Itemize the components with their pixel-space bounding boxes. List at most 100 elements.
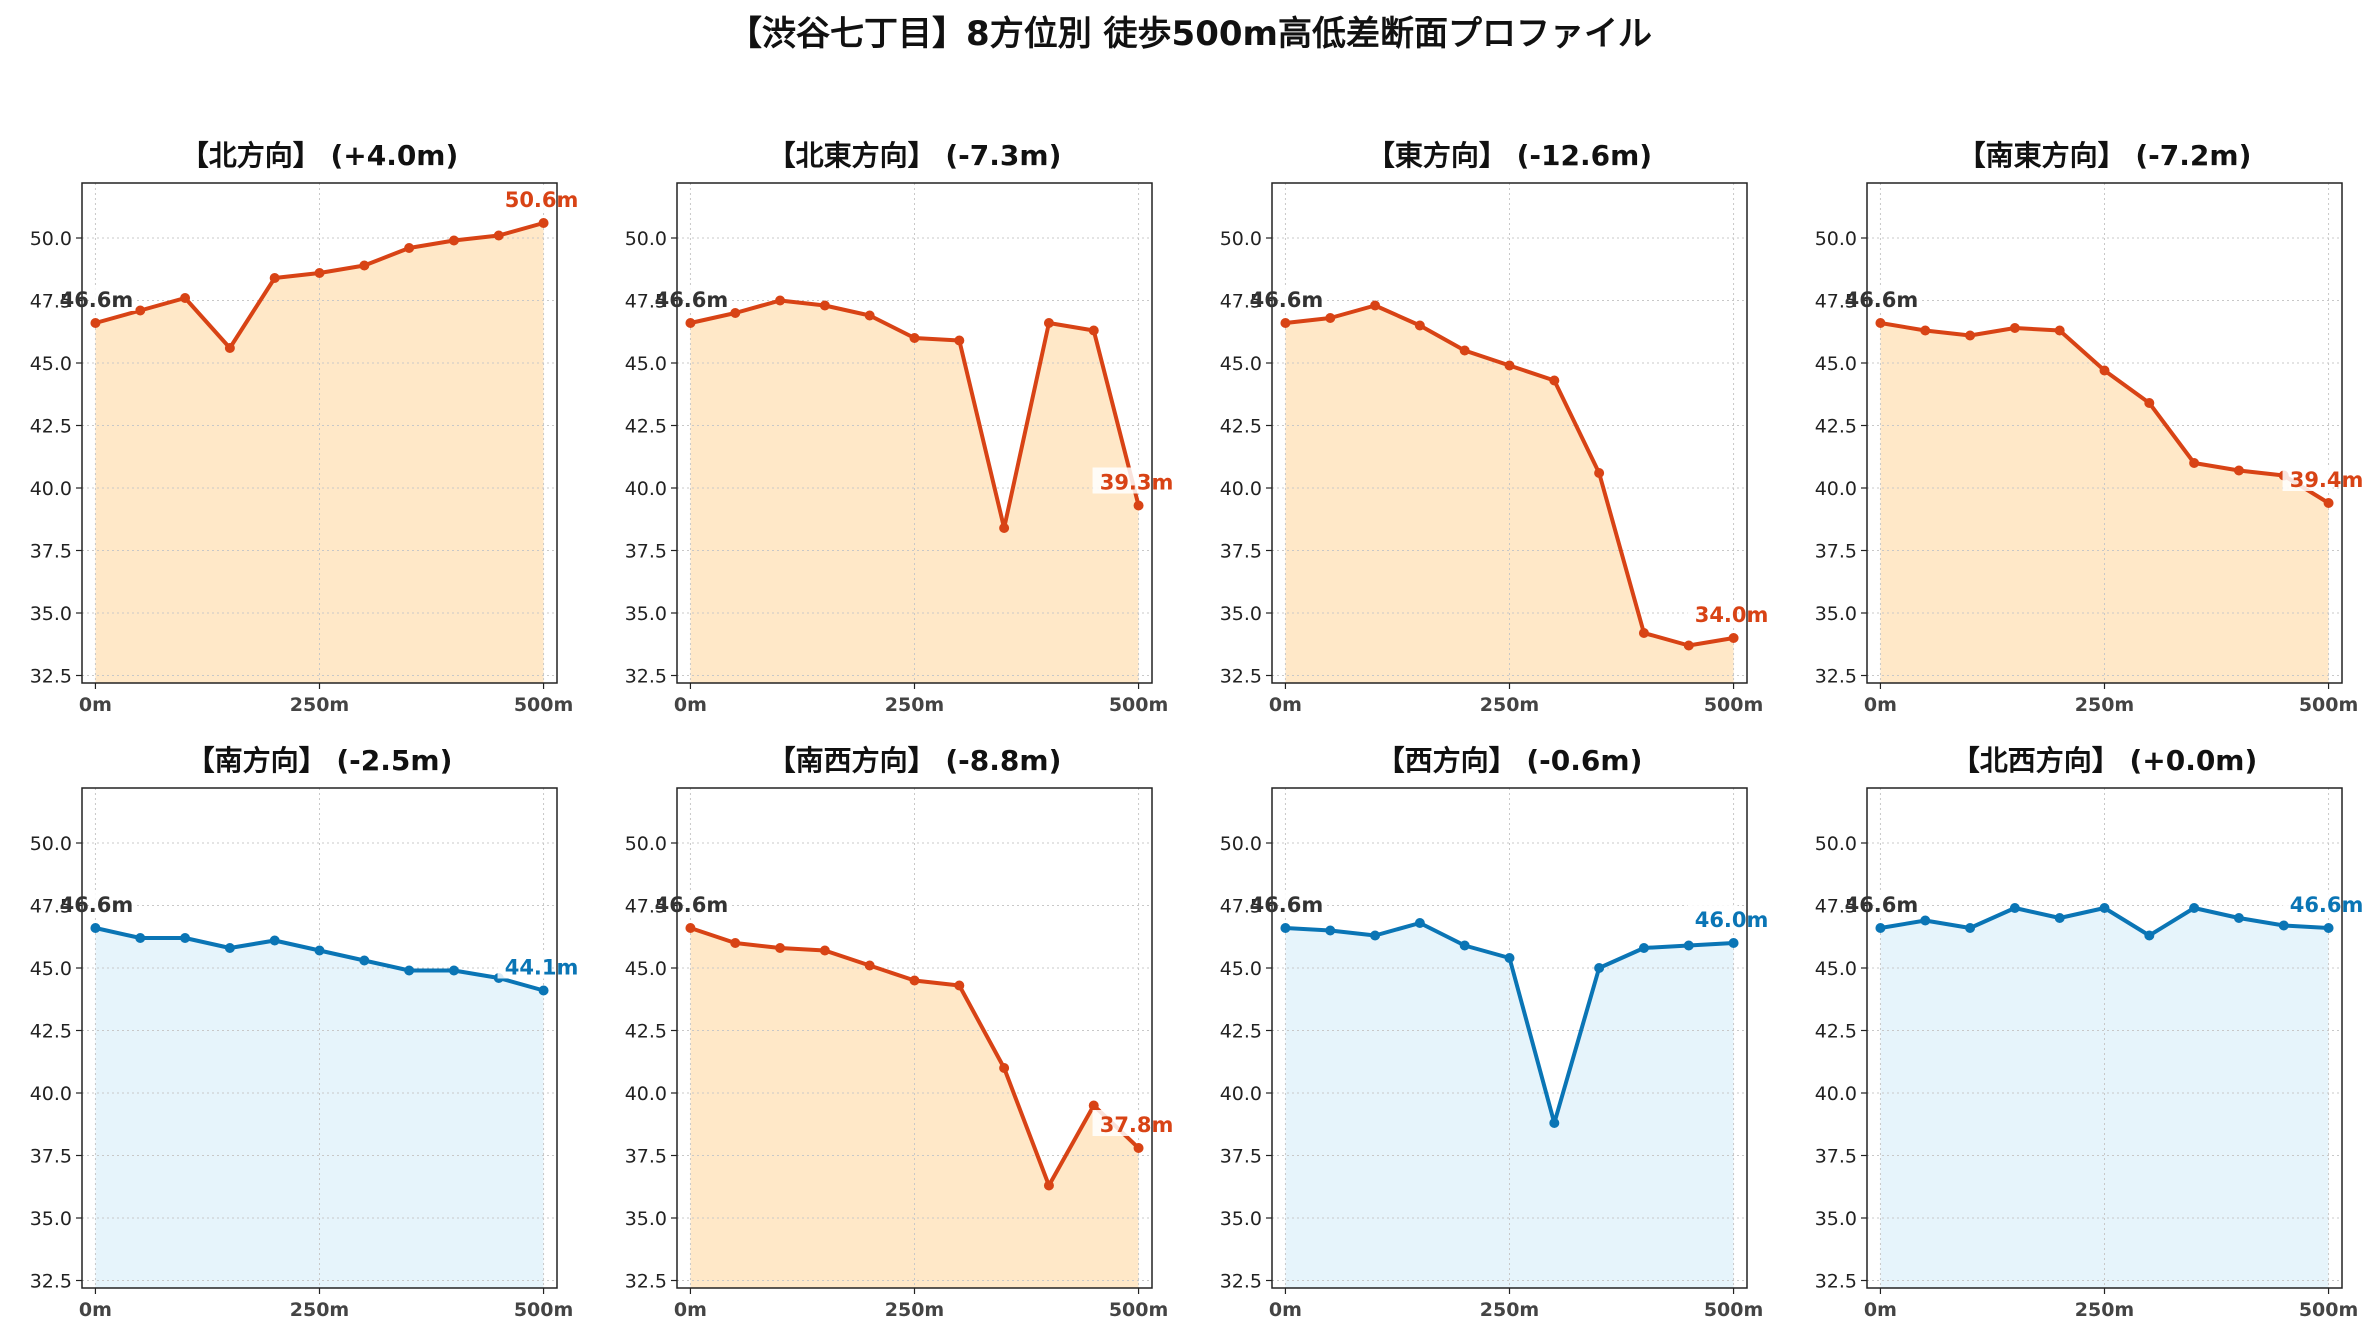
x-tick-label: 0m <box>1269 694 1302 716</box>
data-point <box>314 268 325 278</box>
y-tick-label: 45.0 <box>625 958 667 980</box>
y-tick-label: 40.0 <box>30 478 72 500</box>
end-value-label: 39.3m <box>1100 471 1174 495</box>
end-label-bg <box>497 185 548 211</box>
start-value-label: 46.6m <box>655 893 729 917</box>
data-point <box>1504 953 1515 963</box>
data-point <box>1594 468 1605 478</box>
y-tick-label: 35.0 <box>1220 1208 1262 1230</box>
start-label-bg <box>1281 285 1326 311</box>
y-tick-label: 45.0 <box>1815 353 1857 375</box>
data-point <box>1920 915 1931 926</box>
y-tick-label: 47.5 <box>625 896 667 918</box>
data-point <box>493 230 504 241</box>
data-point <box>1459 940 1470 951</box>
end-value-label: 34.0m <box>1695 603 1769 627</box>
chart-panel-8: 【北西方向】 (+0.0m) 32.5 35.0 37.5 40.0 42.5 45.0 47… <box>1815 744 2364 1321</box>
data-point <box>135 305 146 316</box>
data-point <box>1594 963 1605 973</box>
x-tick-label: 250m <box>885 694 944 716</box>
end-value-label: 44.1m <box>505 956 579 980</box>
data-point <box>2189 458 2200 468</box>
data-point <box>2099 365 2110 376</box>
x-tick-label: 250m <box>2075 694 2134 716</box>
x-tick-label: 500m <box>2299 694 2358 716</box>
end-value-label: 39.4m <box>2290 468 2364 492</box>
data-point <box>1370 300 1381 311</box>
chart-panel-7: 【西方向】 (-0.6m) 32.5 35.0 37.5 40.0 42.5 45.0 47.… <box>1220 744 1769 1321</box>
start-label-bg <box>1281 890 1326 916</box>
data-point <box>864 310 875 321</box>
y-tick-label: 47.5 <box>1815 291 1857 313</box>
y-tick-label: 47.5 <box>1815 896 1857 918</box>
data-point <box>1280 318 1291 328</box>
x-tick-label: 250m <box>290 1299 349 1321</box>
data-point <box>1875 923 1886 933</box>
y-tick-label: 40.0 <box>625 478 667 500</box>
data-point <box>1965 330 1976 341</box>
data-point <box>909 975 920 986</box>
panel-title: 【南方向】 (-2.5m) <box>187 744 453 777</box>
y-tick-label: 42.5 <box>1220 1021 1262 1043</box>
data-point <box>954 980 965 991</box>
y-tick-label: 32.5 <box>1815 666 1857 688</box>
x-tick-label: 500m <box>514 694 573 716</box>
end-label-bg <box>1092 1110 1143 1136</box>
x-tick-label: 0m <box>674 1299 707 1321</box>
end-value-label: 46.6m <box>2290 893 2364 917</box>
end-label-bg <box>497 952 548 979</box>
y-tick-label: 37.5 <box>625 541 667 563</box>
y-tick-label: 45.0 <box>30 353 72 375</box>
start-label-bg <box>686 285 731 311</box>
x-tick-label: 500m <box>1704 1299 1763 1321</box>
data-point <box>2054 325 2065 336</box>
data-point <box>2233 913 2244 923</box>
data-point <box>180 933 191 943</box>
figure-title-text: 【渋谷七丁目】8方位別 徒歩500m高低差断面プロファイル <box>728 13 1652 54</box>
end-value-label: 46.0m <box>1695 908 1769 932</box>
chart-panel-6: 【南西方向】 (-8.8m) 32.5 35.0 37.5 40.0 42.5 45.0 47… <box>625 744 1174 1321</box>
data-point <box>1683 640 1694 651</box>
x-tick-label: 500m <box>1109 1299 1168 1321</box>
start-value-label: 46.6m <box>1250 893 1324 917</box>
data-point <box>90 318 101 328</box>
end-label-bg <box>2282 465 2333 491</box>
data-point <box>1370 930 1381 941</box>
data-point <box>685 923 696 933</box>
x-tick-label: 0m <box>1864 694 1897 716</box>
y-tick-label: 37.5 <box>1815 541 1857 563</box>
start-value-label: 46.6m <box>60 893 134 917</box>
data-point <box>1920 325 1931 336</box>
panel-title: 【東方向】 (-12.6m) <box>1367 139 1652 172</box>
y-tick-label: 37.5 <box>30 541 72 563</box>
x-tick-label: 500m <box>2299 1299 2358 1321</box>
y-tick-label: 45.0 <box>30 958 72 980</box>
data-point <box>2099 903 2110 913</box>
y-tick-label: 40.0 <box>1815 1083 1857 1105</box>
data-point <box>538 218 549 228</box>
y-tick-label: 35.0 <box>1815 603 1857 625</box>
y-tick-label: 50.0 <box>30 228 72 250</box>
y-tick-label: 50.0 <box>625 228 667 250</box>
y-tick-label: 45.0 <box>1220 353 1262 375</box>
panel-title: 【西方向】 (-0.6m) <box>1377 744 1643 777</box>
data-point <box>1088 1100 1099 1111</box>
data-point <box>2233 465 2244 476</box>
y-tick-label: 42.5 <box>625 1021 667 1043</box>
data-point <box>538 985 549 996</box>
x-tick-label: 0m <box>1269 1299 1302 1321</box>
data-point <box>819 300 830 311</box>
y-tick-label: 47.5 <box>625 291 667 313</box>
data-point <box>180 293 191 303</box>
data-point <box>1133 500 1144 511</box>
x-tick-label: 0m <box>674 694 707 716</box>
y-tick-label: 32.5 <box>30 666 72 688</box>
data-point <box>1683 940 1694 951</box>
chart-panel-4: 【南東方向】 (-7.2m) 32.5 35.0 37.5 40.0 42.5 45.0 47… <box>1815 139 2364 716</box>
y-tick-label: 35.0 <box>1815 1208 1857 1230</box>
data-point <box>1414 918 1425 928</box>
x-tick-label: 0m <box>79 1299 112 1321</box>
chart-panel-3: 【東方向】 (-12.6m) 32.5 35.0 37.5 40.0 42.5 45.0 47… <box>1220 139 1769 716</box>
data-point <box>1133 1143 1144 1153</box>
